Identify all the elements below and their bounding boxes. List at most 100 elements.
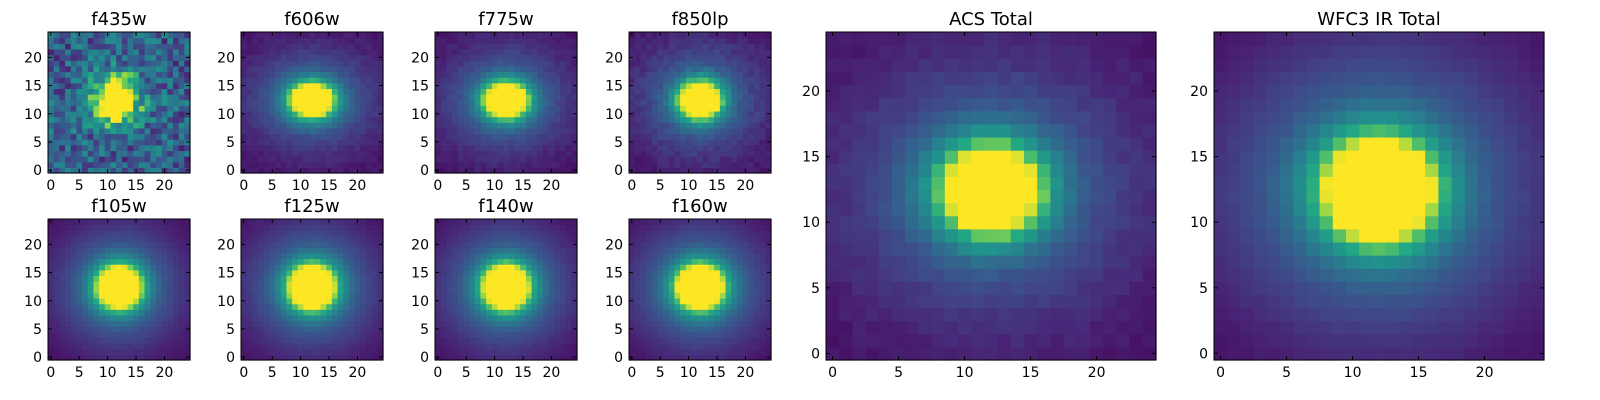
heatmap-cell [668, 71, 676, 78]
heatmap-cell [241, 150, 248, 157]
heatmap-cell [121, 60, 129, 67]
heatmap-cell [668, 354, 676, 361]
heatmap-cell [326, 241, 333, 248]
heatmap-cell [53, 292, 60, 299]
x-tick-label: 0 [433, 178, 442, 194]
heatmap-cell [736, 331, 744, 339]
heatmap-cell [469, 297, 476, 305]
heatmap-cell [48, 144, 55, 152]
heatmap-cell [348, 348, 356, 355]
heatmap-cell [70, 292, 77, 299]
heatmap-cell [748, 77, 755, 84]
heatmap-cell [263, 105, 270, 112]
heatmap-cell [640, 348, 647, 355]
heatmap-cell [99, 105, 106, 112]
heatmap-cell [559, 48, 567, 56]
heatmap-cell [554, 133, 561, 140]
heatmap-cell [337, 77, 344, 84]
heatmap-cell [719, 314, 727, 322]
heatmap-cell [514, 320, 521, 327]
heatmap-cell [178, 281, 185, 288]
heatmap-cell [144, 326, 151, 333]
heatmap-cell [116, 48, 123, 56]
heatmap-cell [508, 326, 516, 333]
heatmap-cell [714, 161, 721, 168]
heatmap-cell [759, 127, 766, 135]
heatmap-cell [542, 331, 550, 339]
heatmap-cell [309, 252, 316, 260]
heatmap-cell [646, 43, 653, 50]
heatmap-cell [571, 71, 578, 78]
heatmap-cell [286, 88, 293, 95]
heatmap-cell [48, 105, 55, 112]
heatmap-cell [110, 224, 117, 231]
heatmap-cell [246, 144, 253, 152]
heatmap-cell [252, 156, 259, 163]
heatmap-cell [525, 48, 533, 56]
heatmap-cell [537, 303, 544, 310]
heatmap-cell [65, 269, 72, 276]
heatmap-cell [759, 122, 766, 129]
heatmap-cell [565, 314, 572, 322]
heatmap-cell [725, 314, 732, 322]
x-tick-label: 0 [433, 365, 442, 381]
heatmap-cell [708, 343, 715, 350]
heatmap-cell [99, 161, 106, 168]
heatmap-cell [508, 252, 516, 260]
heatmap-cell [371, 235, 378, 243]
heatmap-cell [520, 230, 527, 237]
heatmap-cell [640, 292, 647, 299]
heatmap-cell [486, 37, 493, 44]
heatmap-cell [651, 116, 658, 123]
heatmap-cell [309, 88, 316, 95]
heatmap-cell [685, 43, 693, 50]
heatmap-cell [331, 150, 339, 157]
heatmap-cell [457, 264, 464, 271]
heatmap-cell [116, 150, 123, 157]
heatmap-cell [514, 150, 521, 157]
heatmap-cell [116, 303, 123, 310]
heatmap-cell [104, 150, 112, 157]
heatmap-cell [343, 110, 350, 118]
heatmap-cell [714, 309, 721, 316]
heatmap-cell [474, 37, 482, 44]
heatmap-cell [663, 292, 670, 299]
heatmap-cell [571, 337, 578, 344]
heatmap-cell [559, 343, 567, 350]
y-tick-label: 20 [24, 50, 42, 66]
heatmap-cell [82, 354, 89, 361]
heatmap-cell [343, 37, 350, 44]
heatmap-cell [657, 144, 664, 152]
heatmap-cell [76, 348, 83, 355]
heatmap-cell [178, 54, 185, 61]
heatmap-cell [99, 235, 106, 243]
heatmap-cell [167, 247, 174, 254]
heatmap-cell [133, 343, 140, 350]
heatmap-cell [525, 331, 533, 339]
heatmap-cell [503, 127, 510, 135]
heatmap-cell [365, 343, 373, 350]
heatmap-cell [121, 247, 129, 254]
heatmap-cell [360, 77, 367, 84]
heatmap-cell [93, 309, 100, 316]
heatmap-cell [246, 71, 253, 78]
heatmap-cell [178, 343, 185, 350]
heatmap-cell [348, 88, 356, 95]
heatmap-cell [646, 286, 653, 293]
heatmap-cell [685, 37, 693, 44]
heatmap-cell [252, 219, 259, 226]
heatmap-cell [161, 326, 168, 333]
heatmap-cell [360, 43, 367, 50]
heatmap-cell [640, 326, 647, 333]
heatmap-cell [514, 275, 521, 282]
heatmap-cell [725, 110, 732, 118]
heatmap-cell [759, 65, 766, 73]
heatmap-cell [269, 320, 276, 327]
heatmap-cell [59, 241, 66, 248]
heatmap-cell [457, 150, 464, 157]
heatmap-cell [93, 139, 100, 146]
heatmap-cell [646, 127, 653, 135]
heatmap-cell [87, 348, 95, 355]
heatmap-cell [634, 77, 641, 84]
heatmap-cell [508, 150, 516, 157]
